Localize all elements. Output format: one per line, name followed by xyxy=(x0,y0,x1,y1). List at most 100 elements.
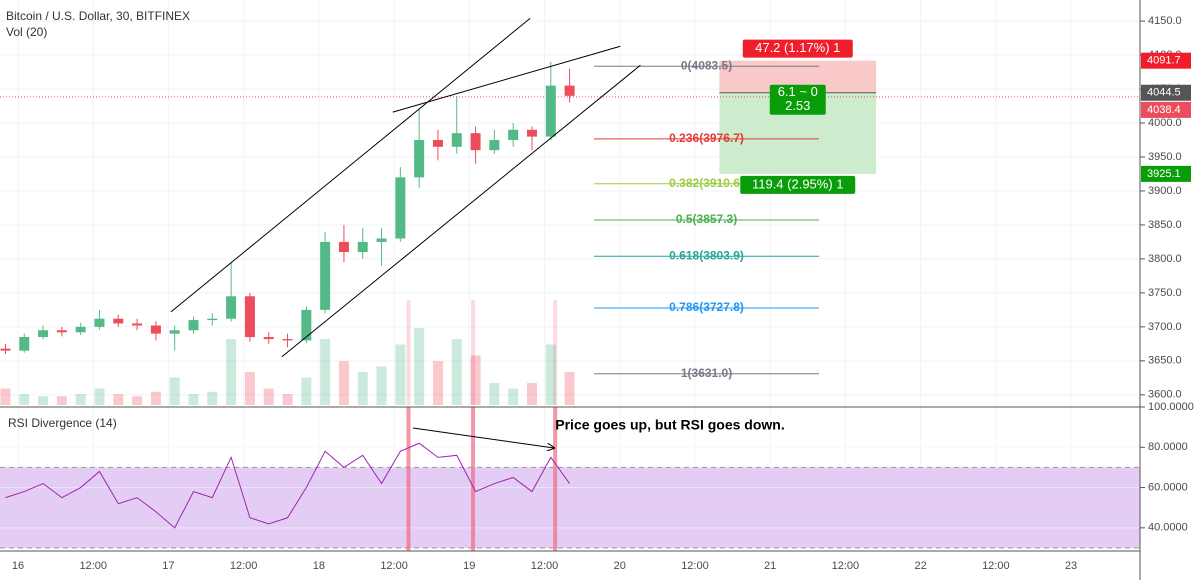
price-tag: 3925.1 xyxy=(1147,168,1181,180)
volume-bar xyxy=(188,394,199,405)
candle-body xyxy=(207,318,218,321)
candle-body xyxy=(19,337,30,351)
volume-bar xyxy=(301,377,312,405)
volume-bar xyxy=(451,339,462,405)
candle-body xyxy=(395,177,406,239)
volume-bar xyxy=(338,361,349,405)
price-tag-bg xyxy=(1141,84,1191,101)
candle-body xyxy=(320,241,331,310)
y-tick-label: 4150.0 xyxy=(1148,15,1182,27)
candle-body xyxy=(132,323,143,326)
volume-bar xyxy=(489,383,500,405)
candle-body xyxy=(526,129,537,137)
x-tick-label: 12:00 xyxy=(79,560,107,572)
y-tick-label: 3850.0 xyxy=(1148,219,1182,231)
divergence-marker xyxy=(471,407,476,551)
divergence-marker-price xyxy=(471,300,476,405)
volume-bar xyxy=(169,377,180,405)
price-tag-bg xyxy=(1141,165,1191,182)
volume-bar xyxy=(432,361,443,405)
candle-body xyxy=(38,330,49,338)
y-tick-label: 3800.0 xyxy=(1148,253,1182,265)
candle-body xyxy=(282,339,293,341)
x-tick-label: 21 xyxy=(764,560,776,572)
rsi-band xyxy=(0,467,1140,548)
candle-body xyxy=(489,139,500,151)
volume-bar xyxy=(357,372,368,405)
x-tick-label: 12:00 xyxy=(230,560,258,572)
x-tick-label: 12:00 xyxy=(832,560,860,572)
volume-bar xyxy=(263,388,274,405)
rsi-tick-label: 80.0000 xyxy=(1148,441,1188,453)
candle-body xyxy=(470,133,481,151)
price-tag: 4091.7 xyxy=(1147,55,1181,67)
price-tag-bg xyxy=(1141,101,1191,118)
y-tick-label: 3650.0 xyxy=(1148,355,1182,367)
rsi-line xyxy=(5,442,570,529)
fib-label: 0.382(3910.6) xyxy=(669,176,744,190)
volume-bar xyxy=(320,339,331,405)
volume-bar xyxy=(75,394,86,405)
price-tag-bg xyxy=(1141,52,1191,69)
fib-label: 0.5(3857.3) xyxy=(676,212,737,226)
divergence-marker-price xyxy=(406,300,411,405)
candle-body xyxy=(56,330,67,333)
candle-body xyxy=(226,296,237,319)
fib-label: 0.618(3803.9) xyxy=(669,248,744,262)
candle-body xyxy=(169,330,180,334)
divergence-marker xyxy=(406,407,411,551)
volume-bar xyxy=(526,383,537,405)
candle-body xyxy=(113,318,124,324)
trendline xyxy=(392,45,621,113)
fib-label: 0.236(3976.7) xyxy=(669,131,744,145)
fib-label: 0(4083.5) xyxy=(681,58,732,72)
stop-label-bg xyxy=(742,39,853,58)
y-tick-label: 3900.0 xyxy=(1148,185,1182,197)
symbol-title: Bitcoin / U.S. Dollar, 30, BITFINEX xyxy=(6,9,190,23)
volume-bar xyxy=(150,391,161,405)
volume-bar xyxy=(132,396,143,405)
volume-bar xyxy=(226,339,237,405)
x-tick-label: 19 xyxy=(463,560,475,572)
x-tick-label: 20 xyxy=(614,560,626,572)
x-tick-label: 17 xyxy=(162,560,174,572)
annotation: Price goes up, but RSI goes down. xyxy=(555,417,784,433)
target-label: 119.4 (2.95%) 1 xyxy=(752,176,844,191)
y-tick-label: 3750.0 xyxy=(1148,287,1182,299)
y-tick-label: 4000.0 xyxy=(1148,117,1182,129)
volume-bar xyxy=(244,372,255,405)
price-tag: 4038.4 xyxy=(1147,104,1181,116)
candle-body xyxy=(451,133,462,147)
candle-body xyxy=(414,139,425,178)
rsi-title: RSI Divergence (14) xyxy=(8,416,117,430)
x-tick-label: 18 xyxy=(313,560,325,572)
divergence-marker xyxy=(553,407,558,551)
center-label: 6.1 ~ 0 xyxy=(778,84,818,99)
volume-label: Vol (20) xyxy=(6,25,47,39)
trendline xyxy=(281,64,641,358)
x-tick-label: 12:00 xyxy=(982,560,1010,572)
volume-bar xyxy=(470,355,481,405)
candle-body xyxy=(357,241,368,253)
x-tick-label: 22 xyxy=(914,560,926,572)
volume-bar xyxy=(19,394,30,405)
fib-label: 0.786(3727.8) xyxy=(669,300,744,314)
y-tick-label: 3950.0 xyxy=(1148,151,1182,163)
volume-bar xyxy=(0,388,11,405)
price-tag: 4044.5 xyxy=(1147,87,1181,99)
candle-body xyxy=(94,318,105,327)
y-tick-label: 3700.0 xyxy=(1148,321,1182,333)
candle-body xyxy=(244,296,255,338)
x-tick-label: 23 xyxy=(1065,560,1077,572)
volume-bar xyxy=(545,344,556,405)
rsi-tick-label: 60.0000 xyxy=(1148,481,1188,493)
volume-bar xyxy=(508,388,519,405)
center-label-bg xyxy=(769,84,826,115)
candle-body xyxy=(301,309,312,341)
divergence-marker-price xyxy=(553,300,558,405)
candle-body xyxy=(338,241,349,253)
candle-body xyxy=(432,139,443,147)
stop-label: 47.2 (1.17%) 1 xyxy=(755,40,840,55)
